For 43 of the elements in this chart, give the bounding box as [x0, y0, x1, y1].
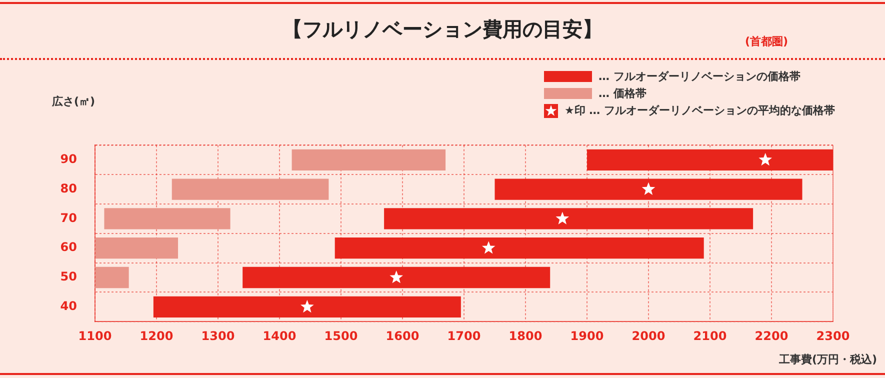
x-tick-label: 1300 — [201, 328, 235, 343]
point — [556, 212, 570, 224]
x-tick-label: 1500 — [324, 328, 358, 343]
x-tick-label: 1400 — [262, 328, 296, 343]
bar — [104, 208, 230, 230]
bar — [384, 208, 754, 230]
bar — [242, 266, 550, 288]
point — [390, 270, 404, 284]
y-tick-label: 80 — [60, 181, 77, 196]
point — [482, 241, 496, 254]
x-tick-label: 2000 — [632, 328, 666, 343]
point — [758, 152, 772, 166]
y-tick-label: 70 — [60, 210, 77, 225]
x-tick-label: 2300 — [816, 328, 850, 343]
x-axis-title: 工事費(万円・税込) — [778, 352, 877, 367]
bar — [494, 178, 802, 200]
x-tick-label: 1900 — [570, 328, 604, 343]
bar — [292, 149, 446, 170]
x-tick-label: 2200 — [754, 328, 788, 343]
bar — [334, 238, 704, 259]
y-tick-label: 40 — [60, 299, 77, 314]
x-tick-label: 1700 — [447, 328, 481, 343]
y-tick-label: 90 — [60, 152, 77, 166]
y-tick-label: 50 — [60, 270, 77, 284]
chart-subtitle: (首都圏) — [745, 34, 788, 49]
point — [642, 182, 656, 195]
chart-title: 【フルリノベーション費用の目安】 — [282, 17, 602, 41]
x-tick-label: 1800 — [508, 328, 542, 343]
legend-label: … フルオーダーリノベーションの価格帯 — [598, 69, 800, 85]
bar — [587, 149, 833, 170]
x-tick-label: 1600 — [386, 328, 420, 343]
point — [300, 300, 314, 313]
y-tick-label: 60 — [60, 240, 77, 254]
bar — [95, 266, 129, 288]
x-tick-label: 1100 — [78, 328, 112, 343]
x-tick-label: 1200 — [140, 328, 174, 343]
bar — [172, 178, 329, 200]
bar — [153, 296, 461, 318]
legend-label: ★印 … フルオーダーリノベーションの平均的な価格帯 — [564, 103, 835, 119]
y-axis-title: 広さ(㎡) — [52, 94, 96, 109]
bar — [95, 238, 178, 259]
x-tick-label: 2100 — [693, 328, 727, 343]
legend-label: … 価格帯 — [598, 86, 646, 102]
